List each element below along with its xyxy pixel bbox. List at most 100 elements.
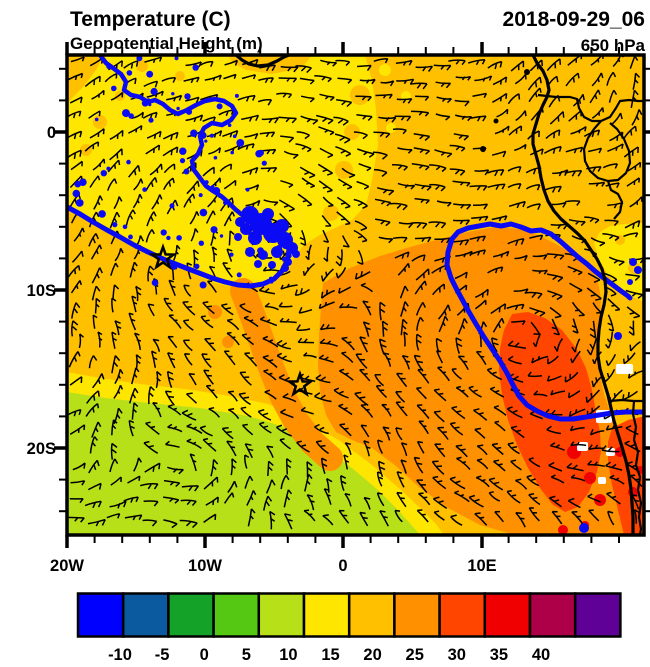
- wind-barb: [241, 114, 260, 122]
- wind-barb: [413, 147, 430, 155]
- wind-barb: [359, 511, 369, 527]
- wind-barb: [507, 340, 527, 349]
- wind-barb: [299, 229, 307, 246]
- wind-barb: [549, 442, 565, 451]
- wind-barb: [414, 236, 432, 243]
- stipple-dot: [210, 226, 218, 234]
- wind-barb: [211, 246, 218, 262]
- wind-barb: [591, 72, 604, 87]
- wind-barb: [114, 368, 124, 384]
- wind-barb: [524, 291, 543, 299]
- wind-barb: [228, 407, 240, 420]
- stipple-dot: [227, 123, 232, 127]
- stipple-dot: [204, 139, 208, 143]
- wind-barb: [546, 425, 561, 435]
- wind-barb: [403, 331, 409, 347]
- wind-barb: [133, 332, 142, 350]
- wind-barb: [143, 500, 159, 507]
- wind-barb: [208, 147, 222, 155]
- colorbar-box: [257, 592, 306, 638]
- wind-barb: [269, 510, 276, 530]
- wind-barb: [144, 462, 161, 473]
- wind-barb: [355, 95, 372, 102]
- wind-barb: [526, 203, 541, 210]
- wind-barb: [418, 492, 431, 506]
- wind-barb: [360, 404, 374, 418]
- wind-barb: [128, 387, 139, 404]
- wind-barb: [606, 71, 617, 86]
- wind-barb: [68, 351, 81, 368]
- wind-barb: [433, 410, 445, 423]
- wind-barb: [133, 457, 143, 472]
- wind-barb: [318, 180, 333, 193]
- wind-barb: [492, 76, 508, 86]
- wind-barb: [78, 333, 84, 349]
- wind-barb: [186, 180, 200, 195]
- fill-blob: [222, 336, 234, 348]
- wind-barb: [377, 439, 384, 454]
- wind-barb: [624, 440, 641, 453]
- wind-barb: [333, 116, 349, 126]
- wind-barb: [87, 518, 106, 527]
- stipple-dot: [245, 187, 250, 192]
- wind-barb: [455, 337, 463, 354]
- wind-barb: [85, 403, 100, 417]
- wind-barb: [276, 424, 292, 437]
- height-contour-warm-loop-west: [444, 236, 644, 422]
- stipple-dot: [176, 106, 180, 111]
- wind-barb: [453, 133, 470, 141]
- stipple-dot: [170, 262, 178, 270]
- stipple-dot: [236, 272, 242, 278]
- wind-barb: [585, 389, 600, 404]
- wind-barb: [279, 317, 297, 324]
- wind-barb: [142, 519, 158, 527]
- map-frame-and-axes: 20W 10W 0 10E 0 10S 20S: [27, 42, 650, 575]
- wind-barb: [532, 254, 548, 260]
- wind-barb: [135, 285, 142, 302]
- wind-barb: [203, 369, 214, 385]
- wind-barb: [474, 427, 486, 439]
- stipple-dot: [282, 257, 287, 262]
- wind-barb: [418, 420, 429, 435]
- wind-barb: [109, 129, 124, 140]
- wind-barb: [411, 162, 430, 171]
- wind-barb: [395, 59, 413, 66]
- wind-barb: [336, 196, 351, 209]
- wind-barb: [104, 73, 118, 83]
- wind-barb: [180, 499, 197, 506]
- wind-barb: [487, 60, 503, 70]
- wind-barb: [258, 286, 276, 295]
- stipple-dot: [199, 281, 207, 289]
- colorbar-label: -10: [108, 646, 132, 664]
- wind-barb: [183, 76, 200, 84]
- wind-barb: [433, 510, 445, 521]
- wind-barb: [378, 116, 397, 123]
- wind-barb: [467, 58, 486, 66]
- wind-barb: [394, 251, 410, 259]
- wind-barb: [166, 94, 183, 102]
- wind-barb: [179, 519, 198, 529]
- wind-barb: [416, 509, 429, 523]
- island: [524, 69, 530, 75]
- wind-barb: [338, 509, 350, 524]
- wind-barb: [165, 440, 180, 448]
- wind-barb: [605, 461, 623, 471]
- colorbar-box: [438, 592, 487, 638]
- fill-blob: [115, 91, 125, 101]
- wind-barb: [167, 352, 176, 369]
- height-contour-cluster-blob: [275, 219, 289, 233]
- wind-barb: [338, 286, 352, 294]
- wind-barb: [167, 423, 183, 433]
- wind-barb: [322, 229, 330, 244]
- wind-barb: [451, 368, 462, 380]
- wind-barb: [360, 282, 373, 293]
- wind-barb: [626, 177, 641, 187]
- wind-barb: [544, 185, 562, 193]
- wind-barb: [507, 93, 521, 105]
- wind-barb: [631, 109, 643, 126]
- wind-barb: [132, 193, 143, 209]
- wind-barb: [69, 376, 83, 386]
- wind-barb: [381, 403, 392, 417]
- wind-barb: [589, 320, 597, 339]
